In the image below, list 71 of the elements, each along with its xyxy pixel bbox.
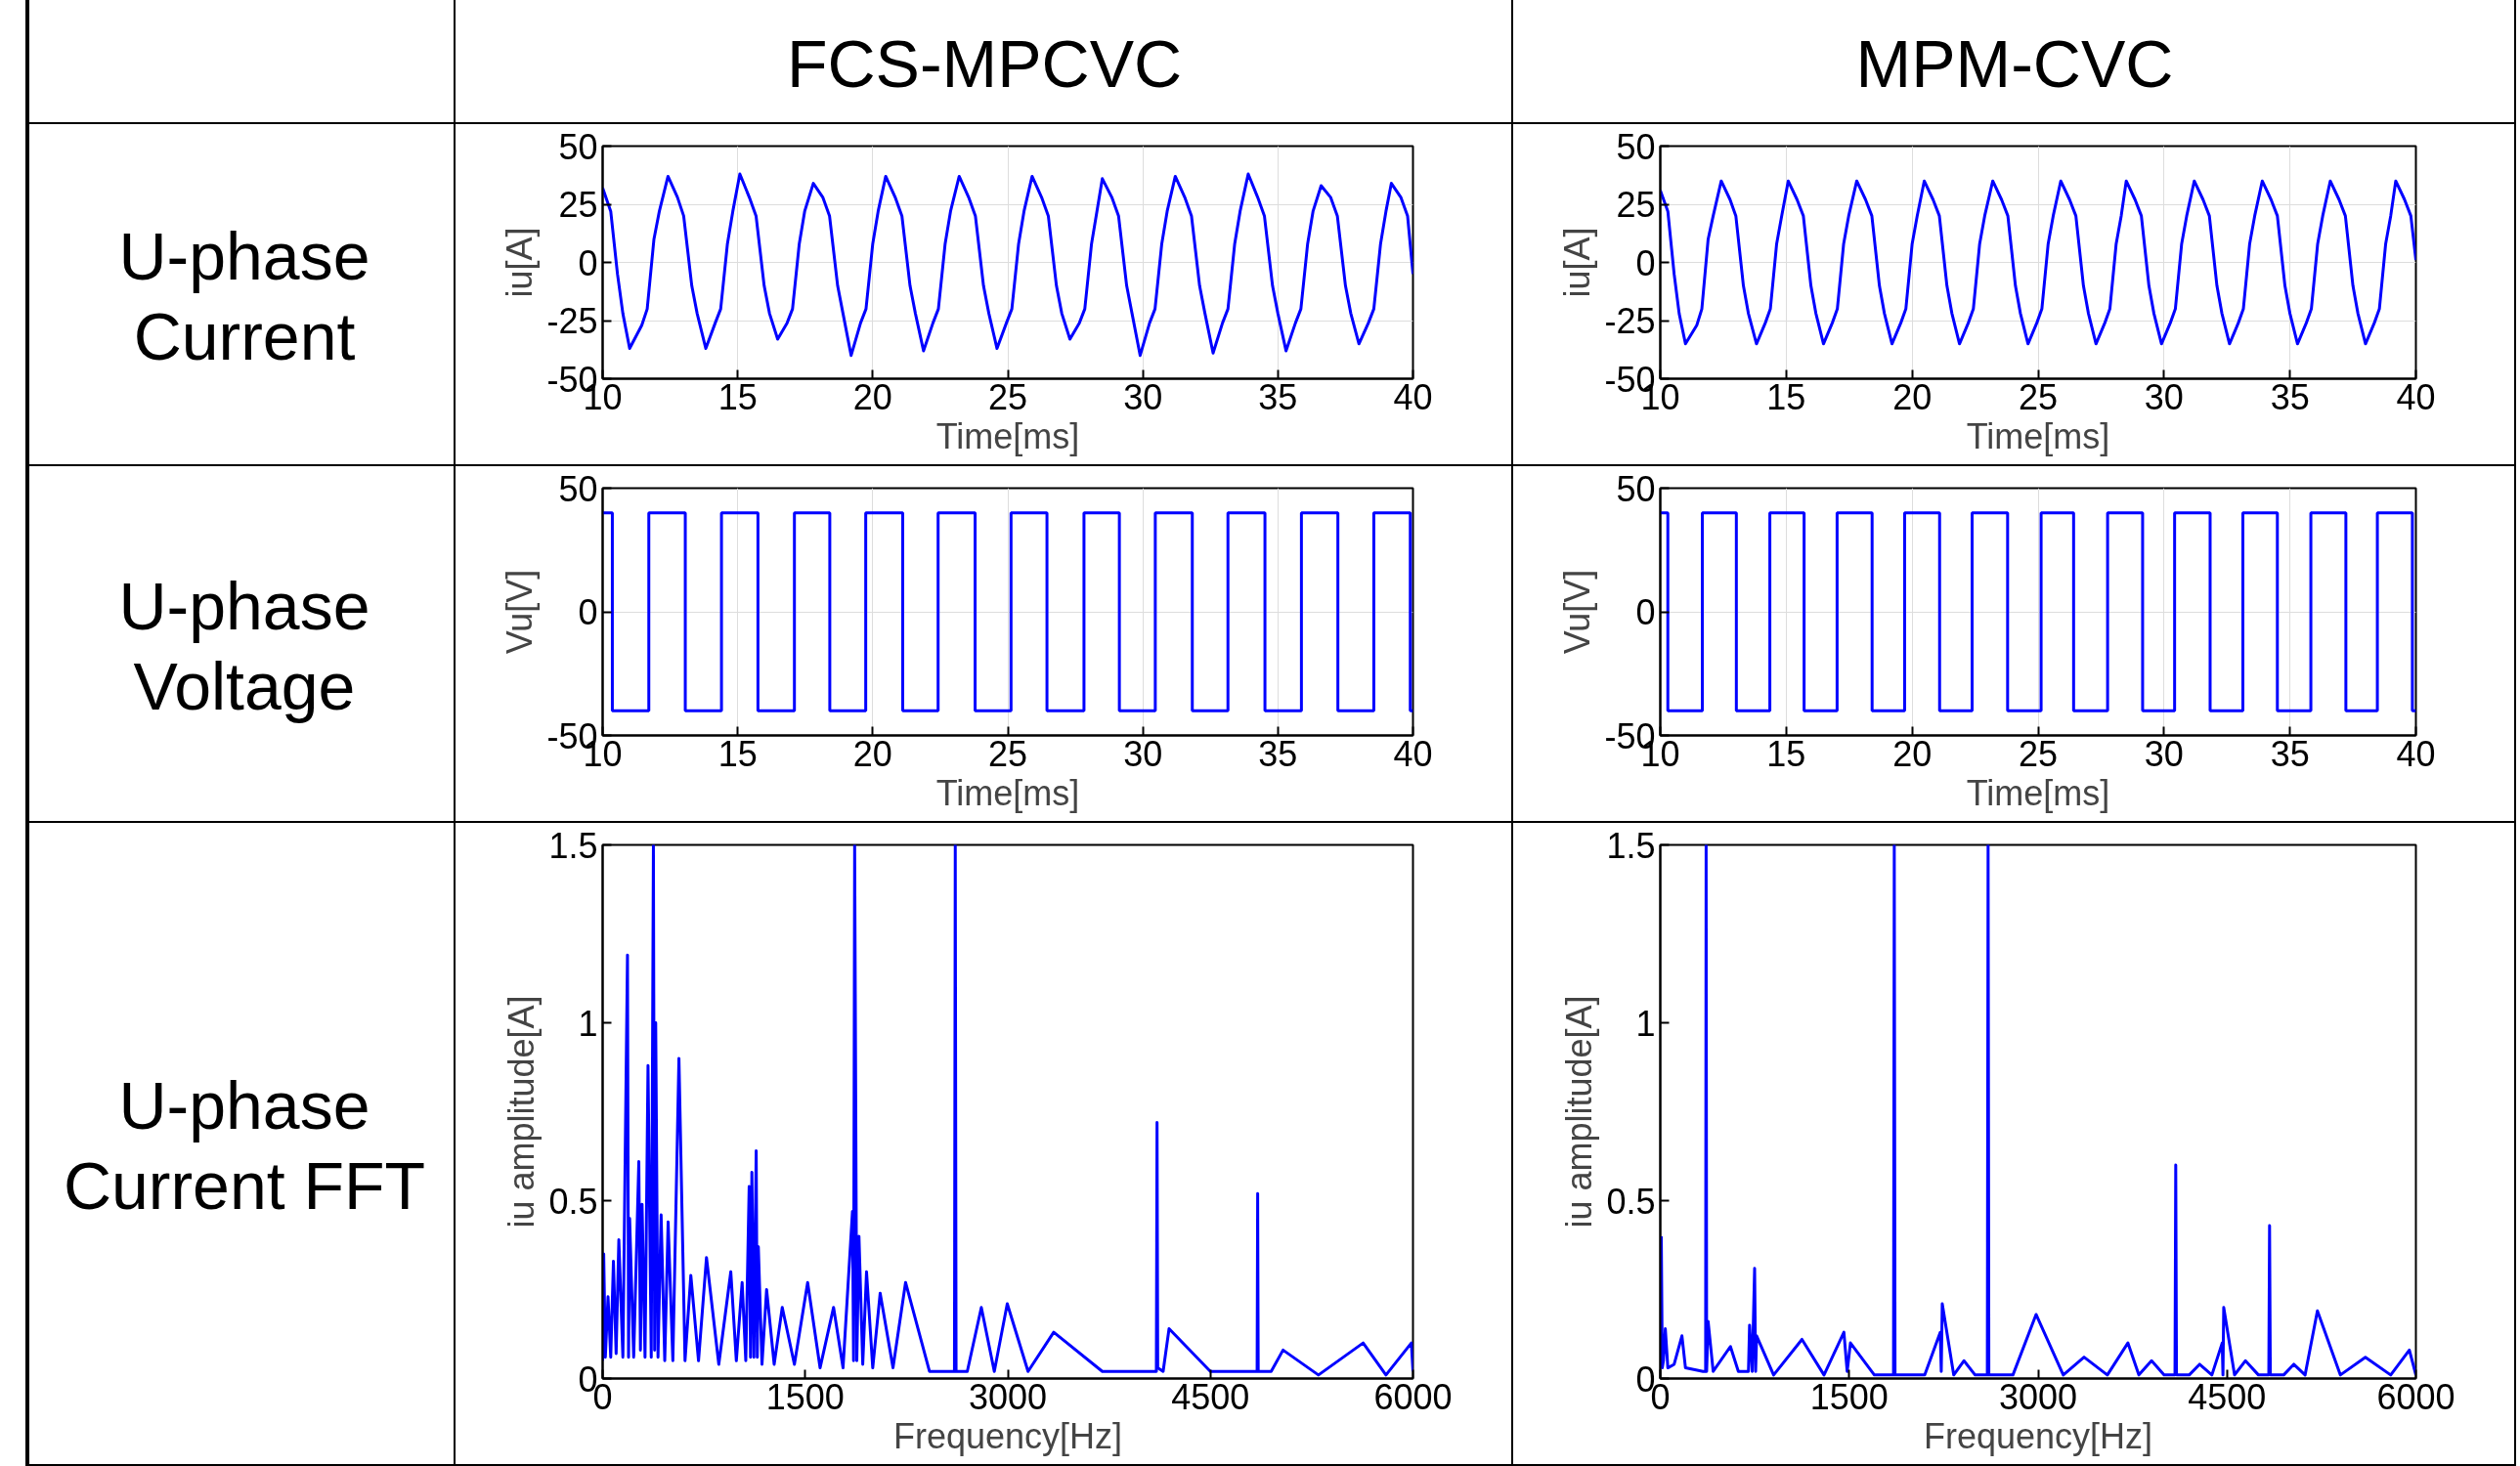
x-tick-label: 20: [1892, 733, 1933, 774]
line-series: [602, 844, 1413, 1377]
y-tick-label: 25: [558, 185, 598, 225]
x-tick-label: 4500: [2188, 1376, 2267, 1417]
x-tick-label: 25: [987, 733, 1028, 774]
x-tick-label: 30: [2144, 376, 2184, 417]
x-tick-label: 3000: [1998, 1376, 2078, 1417]
x-tick-label: 15: [1766, 733, 1806, 774]
x-axis-title: Time[ms]: [1966, 772, 2110, 813]
x-tick-label: 40: [1393, 733, 1433, 774]
x-tick-label: 6000: [1373, 1376, 1453, 1417]
y-tick-label: 50: [558, 468, 598, 509]
x-tick-label: 25: [2018, 733, 2059, 774]
x-tick-label: 25: [2018, 376, 2059, 417]
x-tick-label: 3000: [968, 1376, 1048, 1417]
x-tick-label: 25: [987, 376, 1028, 417]
line-series: [1660, 844, 2416, 1377]
x-tick-label: 1500: [1809, 1376, 1889, 1417]
text: U-phase Voltage: [117, 567, 371, 725]
chart-title: MPM-CVC: [1854, 24, 2175, 103]
y-tick-label: 0: [578, 592, 598, 632]
x-tick-label: 30: [1123, 376, 1163, 417]
x-tick-label: 15: [1766, 376, 1806, 417]
y-tick-label: 0.5: [1606, 1181, 1656, 1222]
y-tick-label: -25: [1604, 301, 1656, 341]
x-tick-label: 30: [1123, 733, 1163, 774]
y-tick-label: 0: [1635, 592, 1656, 632]
text: U-phase Current: [117, 218, 371, 375]
text: U-phase Current FFT: [62, 1067, 427, 1225]
y-tick-label: 50: [558, 126, 598, 167]
x-tick-label: 40: [1393, 376, 1433, 417]
y-tick-label: -25: [546, 301, 598, 341]
x-tick-label: 20: [852, 376, 892, 417]
y-tick-label: 0: [1635, 242, 1656, 283]
x-tick-label: 15: [717, 733, 758, 774]
y-axis-title: iu amplitude[A]: [1559, 995, 1600, 1229]
x-tick-label: 40: [2396, 376, 2436, 417]
y-tick-label: 0.5: [548, 1181, 598, 1222]
x-tick-label: 20: [1892, 376, 1933, 417]
y-axis-title: iu[A]: [1557, 227, 1598, 298]
x-tick-label: 30: [2144, 733, 2184, 774]
x-tick-label: 1500: [765, 1376, 845, 1417]
y-tick-label: 1.5: [548, 825, 598, 866]
y-axis-title: iu[A]: [500, 227, 541, 298]
x-tick-label: 6000: [2376, 1376, 2455, 1417]
x-axis-title: Time[ms]: [935, 415, 1080, 456]
y-tick-label: 25: [1616, 185, 1656, 225]
chart-title: FCS-MPCVC: [785, 24, 1184, 103]
x-axis-title: Time[ms]: [935, 772, 1080, 813]
x-tick-label: 20: [852, 733, 892, 774]
x-tick-label: 35: [1258, 733, 1298, 774]
x-tick-label: 15: [717, 376, 758, 417]
y-tick-label: 1: [1635, 1003, 1656, 1044]
line-series: [602, 172, 1413, 358]
x-tick-label: 4500: [1171, 1376, 1250, 1417]
x-tick-label: 35: [2270, 733, 2310, 774]
x-tick-label: 35: [1258, 376, 1298, 417]
x-axis-title: Frequency[Hz]: [892, 1415, 1123, 1456]
y-axis-title: Vu[V]: [1557, 569, 1598, 655]
y-tick-label: 0: [578, 242, 598, 283]
y-tick-label: 50: [1616, 126, 1656, 167]
y-tick-label: 1: [578, 1003, 598, 1044]
x-axis-title: Time[ms]: [1966, 415, 2110, 456]
y-tick-label: 1.5: [1606, 825, 1656, 866]
y-axis-title: iu amplitude[A]: [501, 995, 543, 1229]
y-tick-label: 50: [1616, 468, 1656, 509]
x-tick-label: 35: [2270, 376, 2310, 417]
line-series: [1660, 179, 2416, 346]
y-axis-title: Vu[V]: [500, 569, 541, 655]
x-axis-title: Frequency[Hz]: [1923, 1415, 2153, 1456]
x-tick-label: 40: [2396, 733, 2436, 774]
